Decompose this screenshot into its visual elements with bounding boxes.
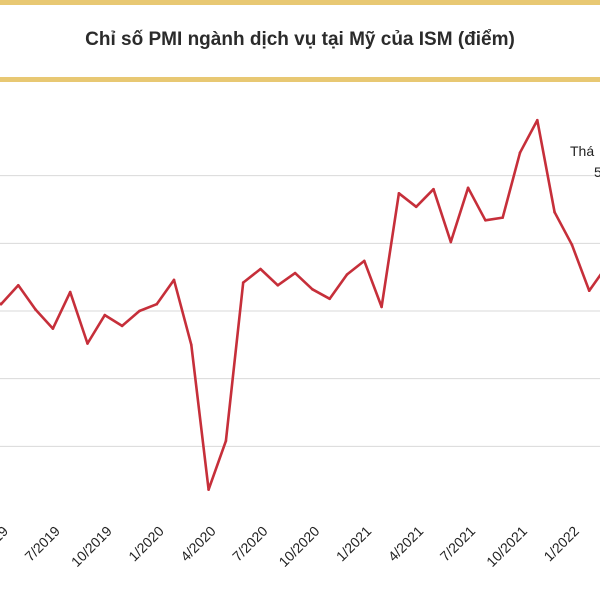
data-point xyxy=(190,343,193,347)
x-tick-label: 4/2021 xyxy=(385,523,427,565)
data-point xyxy=(17,284,20,287)
x-tick-label: 10/2021 xyxy=(483,523,530,570)
data-point xyxy=(536,118,539,122)
data-point xyxy=(553,210,556,214)
data-point xyxy=(363,259,366,263)
x-tick-label: 10/2019 xyxy=(68,523,115,570)
data-point xyxy=(241,281,245,284)
data-point xyxy=(259,267,262,271)
data-point xyxy=(380,305,383,309)
title-bar: Chỉ số PMI ngành dịch vụ tại Mỹ của ISM … xyxy=(0,0,600,82)
data-point xyxy=(51,327,55,330)
data-point xyxy=(224,439,228,443)
data-point xyxy=(120,324,124,328)
data-point xyxy=(414,205,418,209)
data-point xyxy=(34,308,37,311)
data-point xyxy=(587,289,591,293)
x-tick-label: 1/2020 xyxy=(125,523,167,565)
data-point xyxy=(449,240,453,244)
data-point xyxy=(345,273,349,276)
data-point xyxy=(68,290,72,294)
data-point xyxy=(501,216,505,219)
x-tick-label: 7/2020 xyxy=(229,523,271,565)
data-point xyxy=(311,288,314,291)
x-tick-label: 1/2022 xyxy=(540,523,582,565)
data-point xyxy=(155,302,158,306)
data-point xyxy=(570,243,574,246)
chart-title: Chỉ số PMI ngành dịch vụ tại Mỹ của ISM … xyxy=(85,29,515,50)
x-tick-label: 10/2020 xyxy=(275,523,322,570)
data-point xyxy=(207,488,210,491)
annotation-line-1: Thá xyxy=(570,143,594,159)
data-point xyxy=(138,309,141,313)
x-tick-label: 7/2021 xyxy=(437,523,479,565)
data-point xyxy=(293,271,297,275)
data-point xyxy=(484,219,487,222)
x-tick-labels: 4/2019 7/2019 10/2019 1/2020 4/2020 7/2020 10/… xyxy=(0,523,582,570)
data-point xyxy=(518,151,522,154)
gridlines xyxy=(0,175,600,447)
data-point xyxy=(103,313,107,317)
x-tick-label: 4/2019 xyxy=(0,523,11,565)
data-point xyxy=(276,284,280,287)
data-point xyxy=(172,278,176,282)
x-tick-label: 7/2019 xyxy=(21,523,63,565)
data-point xyxy=(0,302,3,306)
data-point xyxy=(397,192,401,195)
annotation-line-2: 5 xyxy=(594,164,600,180)
series-group xyxy=(0,118,600,491)
data-point xyxy=(328,297,332,301)
x-tick-label: 4/2020 xyxy=(177,523,219,565)
data-point xyxy=(86,342,89,345)
data-point xyxy=(466,186,470,190)
x-tick-label: 1/2021 xyxy=(333,523,375,565)
data-point xyxy=(432,187,435,191)
